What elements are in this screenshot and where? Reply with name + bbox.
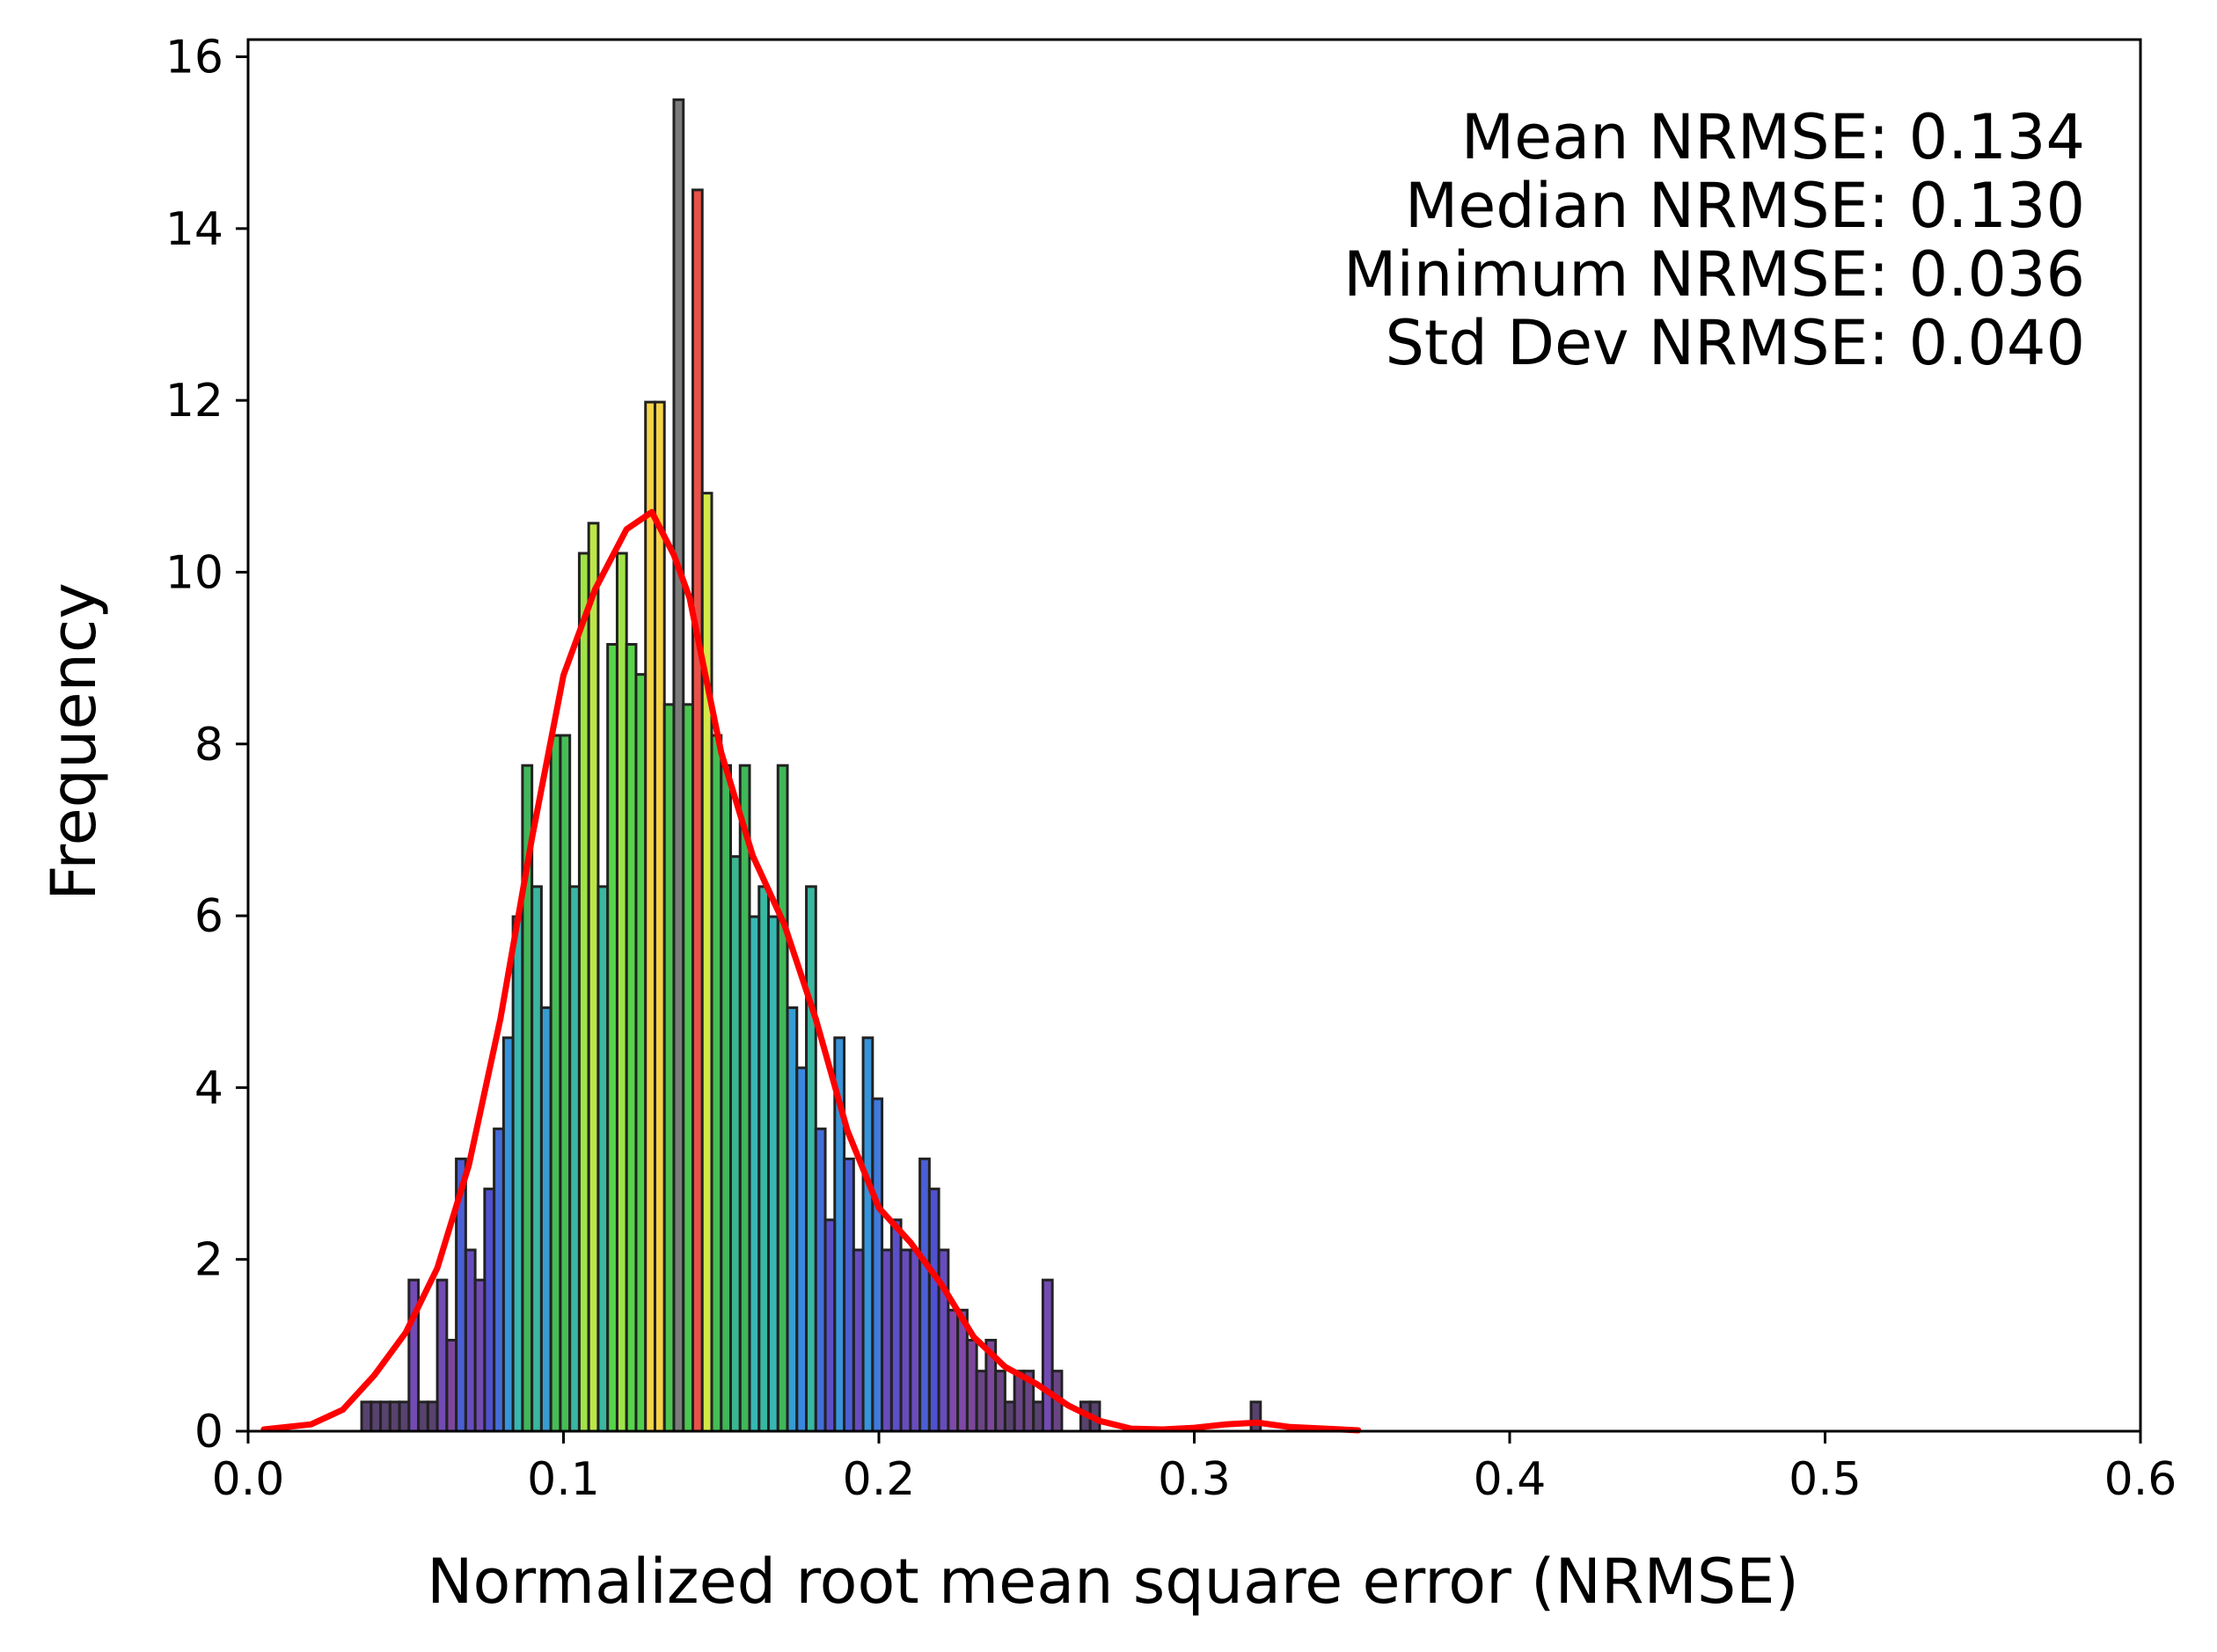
histogram-bar [606,642,618,1433]
stat-median: Median NRMSE: 0.130 [1405,170,2085,242]
stat-mean: Mean NRMSE: 0.134 [1461,101,2085,173]
x-tick-label: 0.6 [2104,1453,2177,1506]
y-tick-label: 12 [165,375,223,428]
histogram-bar [881,1248,893,1433]
histogram-bar [493,1127,505,1433]
histogram-bar [568,885,581,1433]
histogram-bar [634,673,648,1433]
histogram-bar [1249,1400,1262,1433]
x-axis: 0.0 0.1 0.2 0.3 0.4 0.5 0.6 [212,1431,2177,1506]
histogram-bar [625,642,638,1433]
histogram-bar [889,1218,903,1433]
histogram-bar [426,1400,439,1433]
histogram-bar [786,1006,799,1433]
stat-minimum: Minimum NRMSE: 0.036 [1343,238,2085,311]
histogram-bar [549,734,562,1433]
histogram-bar [398,1400,411,1433]
y-tick-label: 16 [165,32,223,84]
histogram-bar [729,855,742,1433]
histogram-bar [918,1157,931,1433]
stats-annotation: Mean NRMSE: 0.134 Median NRMSE: 0.130 Mi… [1343,101,2085,379]
histogram-bar [909,1248,922,1433]
histogram-bar [559,734,572,1433]
stat-stddev: Std Dev NRMSE: 0.040 [1386,307,2086,379]
histogram-bar [388,1400,401,1433]
histogram-bar [965,1338,978,1433]
histogram-bars [360,98,1262,1433]
histogram-bar [814,1127,827,1433]
histogram-bar [370,1400,383,1433]
histogram-bar [511,915,524,1433]
histogram-bar [682,703,694,1433]
histogram-bar [720,764,733,1433]
x-axis-label: Normalized root mean square error (NRMSE… [427,1546,1799,1618]
histogram-bar [1041,1278,1054,1433]
histogram-bar [871,1097,884,1433]
histogram-bar [473,1278,487,1433]
x-tick-label: 0.0 [212,1453,285,1506]
histogram-bar [776,764,789,1433]
histogram-bar [662,703,676,1433]
histogram-bar [539,1006,552,1433]
histogram-bar [947,1308,960,1433]
y-tick-label: 14 [165,203,223,256]
histogram-bar [975,1370,988,1433]
histogram-bar [379,1400,391,1433]
histogram-bar [927,1188,940,1433]
histogram-bar [435,1278,449,1433]
y-axis: 0 2 4 6 8 10 12 14 16 [165,32,248,1458]
histogram-bar [577,552,590,1433]
histogram-bar [1003,1400,1016,1433]
histogram-bar [994,1370,1006,1433]
histogram-bar [843,1157,855,1433]
histogram-bar [823,1218,837,1433]
histogram-bar [899,1248,912,1433]
y-tick-label: 0 [194,1406,223,1458]
histogram-bar [587,522,600,1433]
y-tick-label: 8 [194,719,223,771]
histogram-bar [691,188,704,1433]
histogram-bar [1032,1400,1044,1433]
histogram-bar [748,915,761,1433]
histogram-bar [795,1066,809,1433]
y-axis-label: Frequency [38,582,110,901]
histogram-bar [464,1248,477,1433]
x-tick-label: 0.5 [1789,1453,1862,1506]
y-tick-label: 4 [194,1062,223,1115]
histogram-bar [672,98,685,1433]
histogram-bar [644,400,656,1433]
histogram-bar [596,885,610,1433]
histogram-bar [710,734,723,1433]
kde-curve [260,508,1362,1434]
histogram-bar [653,400,666,1433]
histogram-bar [501,1036,515,1433]
histogram-bar [738,764,751,1433]
x-tick-label: 0.3 [1158,1453,1231,1506]
histogram-bar [805,885,817,1433]
histogram-bar [360,1400,373,1433]
y-tick-label: 2 [194,1234,223,1287]
histogram-bar [1013,1370,1026,1433]
histogram-bar [615,552,628,1433]
x-tick-label: 0.1 [527,1453,600,1506]
y-tick-label: 10 [165,546,223,599]
histogram-bar [861,1036,874,1433]
histogram-bar [852,1248,865,1433]
histogram-bar [700,492,713,1433]
x-tick-label: 0.4 [1474,1453,1547,1506]
histogram-bar [483,1188,496,1433]
histogram-bar [767,915,779,1433]
histogram-bar [757,885,771,1433]
histogram-bar [417,1400,429,1433]
histogram-bar [530,885,543,1433]
histogram-bar [445,1338,458,1433]
histogram-bar [937,1248,950,1433]
y-tick-label: 6 [194,890,223,943]
x-tick-label: 0.2 [843,1453,916,1506]
